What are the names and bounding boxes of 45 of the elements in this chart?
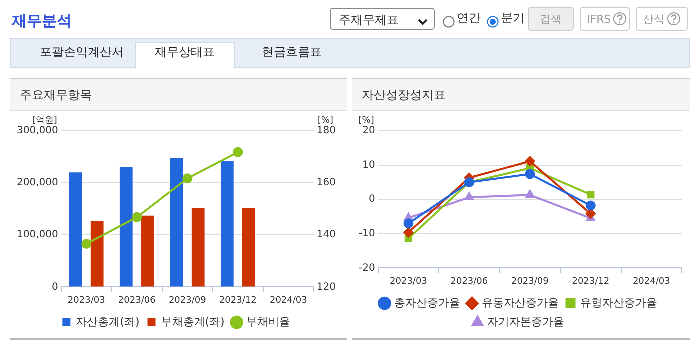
legend-label: 총자산증가율 xyxy=(394,296,460,310)
text: 산식 xyxy=(643,12,665,26)
text: 주재무제표 xyxy=(330,8,435,30)
y-tick-label: -20 xyxy=(358,262,376,274)
text: 재무상태표 xyxy=(155,44,215,61)
text: 포괄손익계산서 xyxy=(40,44,124,61)
x-tick-label: 2023/09 xyxy=(168,296,207,306)
y-tick-label: 10 xyxy=(362,160,376,171)
legend-label: 자산총계(좌) xyxy=(76,315,140,328)
x-tick-label: 2023/06 xyxy=(118,296,156,306)
legend-label: 자기자본증가율 xyxy=(487,315,564,328)
y-tick-label: 0 xyxy=(368,194,376,206)
chart-title: 자산성장성지표 xyxy=(352,79,690,111)
legend-label: 유동자산증가율 xyxy=(482,296,559,310)
y2-tick-label: 180 xyxy=(316,126,336,137)
text: 현금흐름표 xyxy=(262,44,322,61)
x-tick-label: 2023/09 xyxy=(511,276,550,287)
y-axis-title: [%] xyxy=(358,116,374,126)
x-tick-label: 2023/03 xyxy=(68,296,106,306)
text: 연간 xyxy=(457,10,481,27)
text: 재무분석 xyxy=(12,12,72,31)
legend-label: 부채총계(좌) xyxy=(161,315,225,328)
y-tick-label: 300,000 xyxy=(16,126,58,137)
chart-title: 주요재무항목 xyxy=(10,79,347,111)
y2-axis-title: [%] xyxy=(318,116,334,126)
y2-tick-label: 140 xyxy=(316,230,336,241)
y-tick-label: 200,000 xyxy=(16,178,58,189)
x-tick-label: 2023/03 xyxy=(390,276,428,287)
x-tick-label: 2023/12 xyxy=(219,296,257,306)
x-tick-label: 2023/06 xyxy=(450,276,488,287)
x-tick-label: 2023/12 xyxy=(572,276,610,287)
x-tick-label: 2024/03 xyxy=(270,296,308,306)
legend-label: 유형자산증가율 xyxy=(580,296,658,310)
y-tick-label: -10 xyxy=(358,228,376,240)
y-tick-label: 0 xyxy=(52,282,58,293)
text: IFRS xyxy=(587,12,612,26)
text: 검색 xyxy=(528,7,574,31)
legend-label: 부채비율 xyxy=(246,315,290,328)
y-axis-title: [억원] xyxy=(32,116,58,126)
y-tick-label: 20 xyxy=(362,126,376,137)
text: 분기 xyxy=(501,10,525,27)
x-tick-label: 2024/03 xyxy=(632,276,670,287)
y2-tick-label: 160 xyxy=(316,178,336,189)
y2-tick-label: 120 xyxy=(316,282,336,293)
y-tick-label: 100,000 xyxy=(16,230,58,241)
